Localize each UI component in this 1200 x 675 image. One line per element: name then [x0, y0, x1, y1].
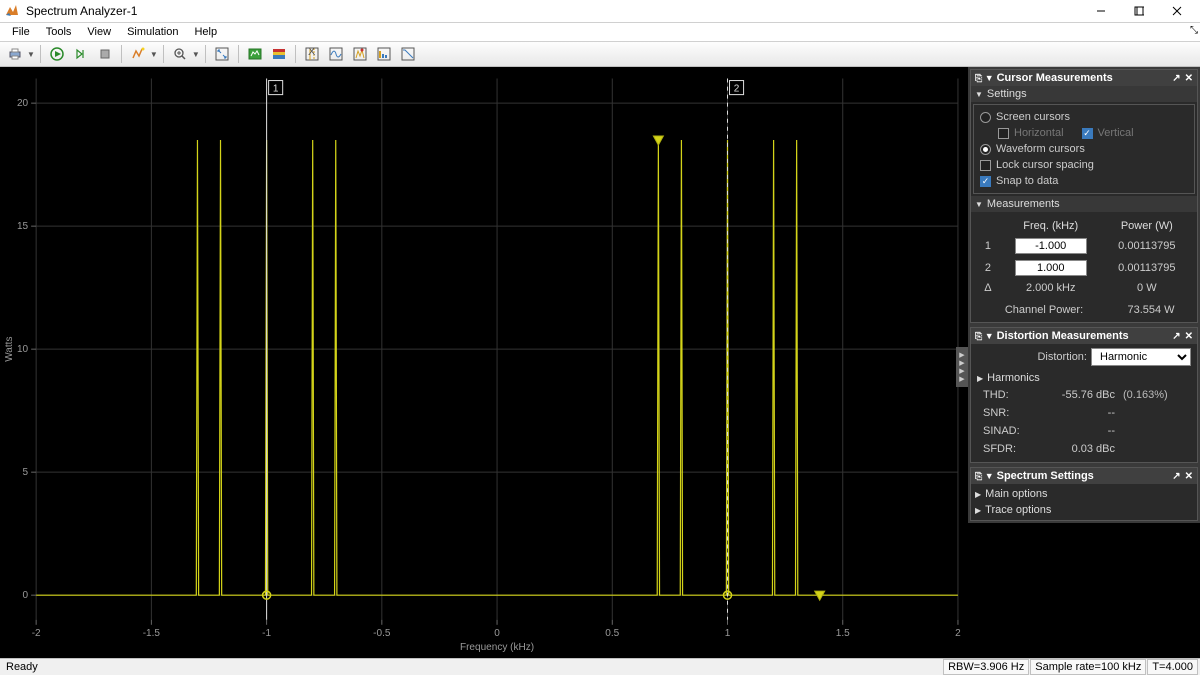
- signal-stats-button[interactable]: [325, 43, 347, 65]
- toolbar: ▼ ▼ ▼ X: [0, 42, 1200, 67]
- cursor-measurements-panel: ⎘ ▼ Cursor Measurements ↗ ✕ Settings Scr…: [970, 69, 1198, 323]
- panel-close-icon[interactable]: ✕: [1185, 331, 1193, 342]
- svg-text:15: 15: [17, 221, 29, 232]
- print-button[interactable]: [4, 43, 26, 65]
- panel-undock-icon[interactable]: ↗: [1172, 331, 1180, 342]
- screen-cursors-radio[interactable]: [980, 112, 991, 123]
- svg-text:1: 1: [725, 628, 731, 639]
- panel-close-icon[interactable]: ✕: [1185, 73, 1193, 84]
- metric-row: THD:-55.76 dBc(0.163%): [977, 386, 1191, 404]
- table-row: Δ2.000 kHz0 W: [979, 280, 1189, 296]
- svg-text:X: X: [308, 46, 316, 58]
- svg-text:10: 10: [17, 344, 29, 355]
- ccdf-button[interactable]: [397, 43, 419, 65]
- cursor-measure-button[interactable]: X: [301, 43, 323, 65]
- run-button[interactable]: [46, 43, 68, 65]
- cursor2-freq-input[interactable]: [1015, 260, 1087, 276]
- svg-text:1: 1: [273, 84, 279, 95]
- svg-text:0: 0: [494, 628, 500, 639]
- metric-row: SINAD:--: [977, 422, 1191, 440]
- distortion-button[interactable]: [373, 43, 395, 65]
- panel-undock-icon[interactable]: ↗: [1172, 73, 1180, 84]
- svg-text:-0.5: -0.5: [373, 628, 391, 639]
- channel-power-value: 73.554 W: [1111, 304, 1191, 316]
- svg-text:2: 2: [734, 84, 740, 95]
- menubar-expand-icon[interactable]: ⤡: [1190, 25, 1198, 36]
- plot-canvas: -2-1.5-1-0.500.511.5205101520Frequency (…: [0, 67, 968, 657]
- svg-text:1.5: 1.5: [836, 628, 850, 639]
- stop-button[interactable]: [94, 43, 116, 65]
- statusbar: Ready RBW=3.906 Hz Sample rate=100 kHz T…: [0, 658, 1200, 675]
- panel-pin-icon[interactable]: ⎘ ▼: [975, 73, 994, 84]
- spectrum-settings-panel: ⎘ ▼ Spectrum Settings ↗ ✕ Main options T…: [970, 467, 1198, 521]
- spectrum-plot[interactable]: -2-1.5-1-0.500.511.5205101520Frequency (…: [0, 67, 968, 657]
- maximize-button[interactable]: [1120, 0, 1158, 22]
- menubar: File Tools View Simulation Help ⤡: [0, 23, 1200, 42]
- svg-text:-1: -1: [262, 628, 271, 639]
- cursor1-freq-input[interactable]: [1015, 238, 1087, 254]
- dropdown-icon[interactable]: ▼: [27, 50, 35, 59]
- menu-help[interactable]: Help: [186, 24, 225, 40]
- spectrogram-button[interactable]: [268, 43, 290, 65]
- panel-pin-icon[interactable]: ⎘ ▼: [975, 331, 994, 342]
- svg-text:2: 2: [955, 628, 961, 639]
- distortion-label: Distortion:: [1037, 351, 1087, 363]
- menu-view[interactable]: View: [79, 24, 119, 40]
- panel-expand-tab[interactable]: ▶▶▶▶: [956, 347, 968, 387]
- titlebar: Spectrum Analyzer-1: [0, 0, 1200, 23]
- panel-title: Cursor Measurements: [997, 72, 1169, 84]
- svg-text:-1.5: -1.5: [143, 628, 161, 639]
- svg-text:-2: -2: [32, 628, 41, 639]
- svg-text:0: 0: [23, 590, 29, 601]
- dropdown-icon[interactable]: ▼: [150, 50, 158, 59]
- svg-text:0.5: 0.5: [605, 628, 619, 639]
- trace-options-section[interactable]: Trace options: [975, 502, 1193, 518]
- close-button[interactable]: [1158, 0, 1196, 22]
- waveform-cursors-radio[interactable]: [980, 144, 991, 155]
- matlab-icon: [4, 3, 20, 19]
- spectrum-settings-button[interactable]: [244, 43, 266, 65]
- table-row: 10.00113795: [979, 236, 1189, 256]
- svg-text:Frequency (kHz): Frequency (kHz): [460, 642, 534, 653]
- side-panels: ⎘ ▼ Cursor Measurements ↗ ✕ Settings Scr…: [968, 67, 1200, 523]
- menu-file[interactable]: File: [4, 24, 38, 40]
- panel-title: Spectrum Settings: [997, 470, 1169, 482]
- panel-pin-icon[interactable]: ⎘ ▼: [975, 471, 994, 482]
- metric-row: SNR:--: [977, 404, 1191, 422]
- settings-section[interactable]: Settings: [971, 86, 1197, 102]
- panel-close-icon[interactable]: ✕: [1185, 471, 1193, 482]
- status-sample-rate: Sample rate=100 kHz: [1030, 659, 1146, 675]
- table-row: 20.00113795: [979, 258, 1189, 278]
- step-button[interactable]: [70, 43, 92, 65]
- metric-row: SFDR:0.03 dBc: [977, 440, 1191, 458]
- measurements-table: Freq. (kHz)Power (W) 10.00113795 20.0011…: [977, 216, 1191, 298]
- distortion-select[interactable]: Harmonic: [1091, 348, 1191, 366]
- autoscale-button[interactable]: [211, 43, 233, 65]
- snap-check[interactable]: [980, 176, 991, 187]
- menu-simulation[interactable]: Simulation: [119, 24, 186, 40]
- status-rbw: RBW=3.906 Hz: [943, 659, 1029, 675]
- lock-spacing-check[interactable]: [980, 160, 991, 171]
- status-ready: Ready: [2, 661, 942, 673]
- window-title: Spectrum Analyzer-1: [26, 4, 1082, 18]
- measurements-section[interactable]: Measurements: [971, 196, 1197, 212]
- vertical-check: [1082, 128, 1093, 139]
- channel-power-label: Channel Power:: [977, 304, 1111, 316]
- menu-tools[interactable]: Tools: [38, 24, 80, 40]
- panel-undock-icon[interactable]: ↗: [1172, 471, 1180, 482]
- peak-finder-button[interactable]: [349, 43, 371, 65]
- distortion-panel: ⎘ ▼ Distortion Measurements ↗ ✕ Distorti…: [970, 327, 1198, 463]
- harmonics-section[interactable]: Harmonics: [977, 370, 1191, 386]
- minimize-button[interactable]: [1082, 0, 1120, 22]
- status-time: T=4.000: [1147, 659, 1198, 675]
- svg-text:5: 5: [23, 467, 29, 478]
- zoom-button[interactable]: [169, 43, 191, 65]
- svg-text:Watts: Watts: [4, 337, 15, 362]
- panel-title: Distortion Measurements: [997, 330, 1169, 342]
- main-options-section[interactable]: Main options: [975, 486, 1193, 502]
- dropdown-icon[interactable]: ▼: [192, 50, 200, 59]
- highlight-button[interactable]: [127, 43, 149, 65]
- horizontal-check: [998, 128, 1009, 139]
- svg-text:20: 20: [17, 98, 29, 109]
